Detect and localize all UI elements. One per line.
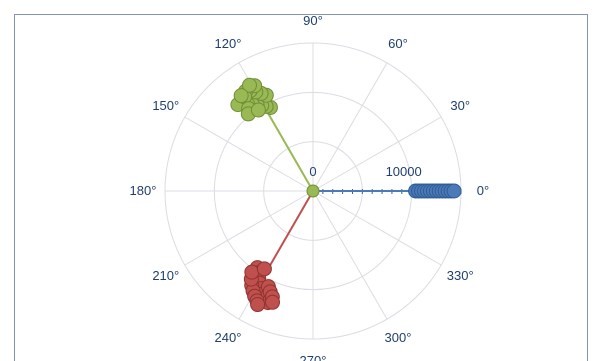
angle-tick-label: 240° [215, 330, 242, 345]
series-guide-line [266, 190, 314, 271]
angle-tick-label: 150° [152, 98, 179, 113]
angle-tick-label: 210° [152, 268, 179, 283]
series-guide-lines [265, 109, 416, 271]
axis-labels: 0° 30° 60° 90° 120° 150° 180° 210° 240° 270° 300° 3… [130, 13, 490, 361]
chart-frame [14, 14, 588, 361]
data-point [233, 88, 249, 104]
grid-spoke [312, 116, 442, 192]
grid-spoke [312, 190, 388, 320]
data-point [265, 294, 281, 310]
data-points [230, 77, 462, 313]
angle-tick-label: 330° [447, 268, 474, 283]
angle-tick-label: 30° [450, 98, 470, 113]
angle-tick-label: 60° [388, 36, 408, 51]
series-guide-line [265, 109, 314, 192]
data-point [244, 264, 260, 280]
grid-spoke [184, 190, 314, 266]
angle-tick-label: 120° [215, 36, 242, 51]
data-point [446, 183, 462, 199]
data-point [241, 77, 257, 93]
origin-point [306, 184, 320, 198]
data-point [250, 102, 266, 118]
radial-tick-label: 10000 [386, 164, 422, 179]
radial-tick-label: 0 [309, 164, 316, 179]
grid-spoke [312, 190, 442, 266]
grid-spoke [312, 62, 388, 192]
angle-tick-label: 300° [385, 330, 412, 345]
data-point [250, 297, 266, 313]
data-point [256, 261, 272, 277]
angle-tick-label: 180° [130, 183, 157, 198]
grid-spoke [184, 116, 314, 192]
angle-tick-label: 270° [300, 353, 327, 361]
angle-tick-label: 0° [477, 183, 489, 198]
angle-tick-label: 90° [303, 13, 323, 28]
